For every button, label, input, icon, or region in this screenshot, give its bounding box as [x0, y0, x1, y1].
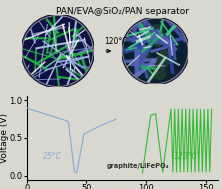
Text: 25°C: 25°C	[43, 152, 62, 161]
Text: PAN/EVA@SiO₂/PAN separator: PAN/EVA@SiO₂/PAN separator	[56, 7, 189, 16]
Text: 120°C: 120°C	[104, 37, 127, 46]
Circle shape	[122, 17, 189, 85]
Circle shape	[135, 61, 142, 68]
Circle shape	[124, 20, 187, 82]
Text: graphite/LiFePO₄: graphite/LiFePO₄	[107, 163, 169, 169]
Y-axis label: Voltage (V): Voltage (V)	[0, 113, 9, 163]
Circle shape	[148, 25, 164, 41]
Circle shape	[154, 67, 166, 79]
Circle shape	[160, 50, 168, 58]
Circle shape	[140, 50, 149, 60]
Circle shape	[156, 55, 169, 68]
Circle shape	[147, 67, 158, 78]
Text: 120°C: 120°C	[173, 152, 197, 161]
Circle shape	[153, 37, 163, 46]
Circle shape	[21, 14, 94, 88]
